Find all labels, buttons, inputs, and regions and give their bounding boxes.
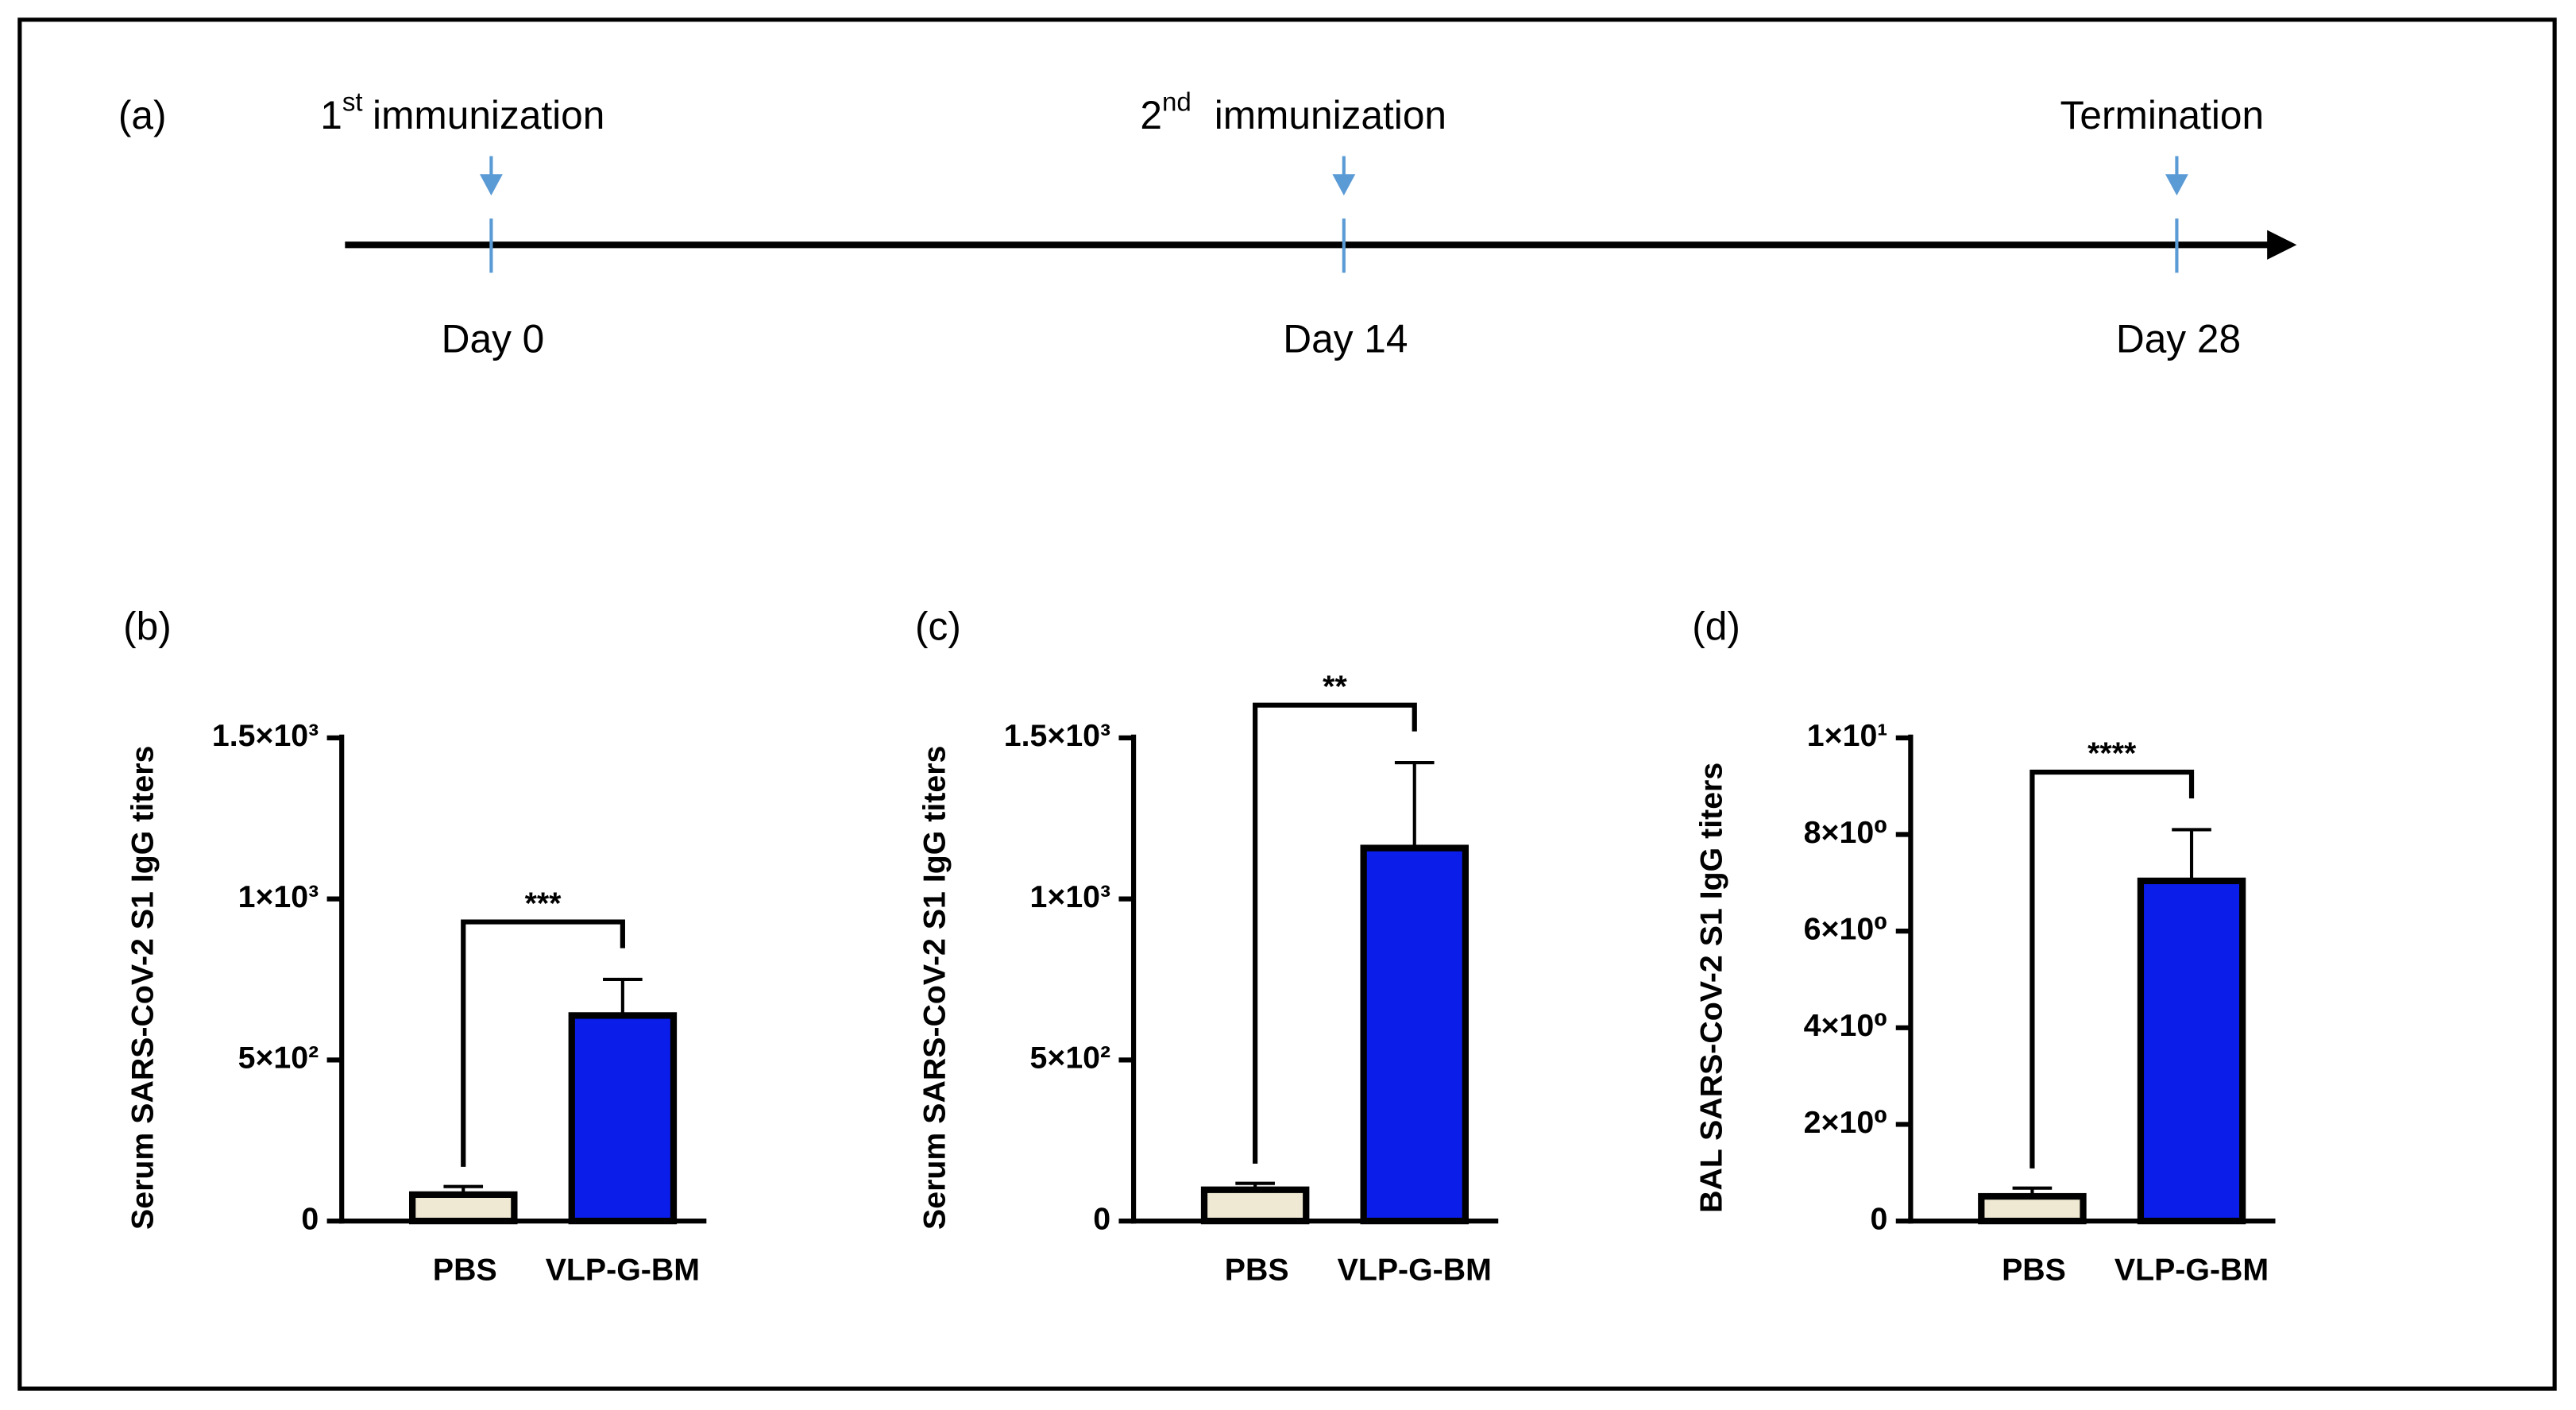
panel-label: (a) — [118, 93, 167, 137]
bar — [408, 1191, 518, 1225]
x-tick-label: VLP-G-BM — [1338, 1253, 1492, 1288]
y-tick-label: 0 — [1871, 1201, 1888, 1236]
event-arrow-head — [1332, 174, 1356, 196]
event-text: immunization — [1215, 93, 1446, 137]
y-tick-label: 6×10⁰ — [1804, 912, 1888, 947]
timeline-arrowhead — [2267, 230, 2297, 260]
significance-bracket — [1253, 702, 1417, 1164]
event-label: Termination — [2060, 93, 2264, 137]
significance-bracket — [461, 919, 625, 1167]
x-tick-label: PBS — [1225, 1253, 1289, 1288]
bar — [2137, 877, 2246, 1225]
panel-label: (b) — [123, 604, 172, 648]
bar — [1360, 844, 1470, 1225]
y-tick-label: 1×10³ — [1030, 879, 1111, 914]
y-tick-label: 0 — [301, 1201, 319, 1236]
y-tick-label: 5×10² — [1030, 1041, 1111, 1076]
event-text: immunization — [373, 93, 604, 137]
x-tick-label: VLP-G-BM — [2114, 1253, 2269, 1288]
y-tick-label: 4×10⁰ — [1804, 1008, 1888, 1043]
day-label: Day 14 — [1283, 316, 1408, 361]
y-tick-label: 8×10⁰ — [1804, 815, 1888, 850]
significance-label: *** — [525, 886, 562, 921]
event-arrow-head — [479, 174, 503, 196]
bar — [568, 1012, 678, 1225]
y-tick-label: 2×10⁰ — [1804, 1105, 1888, 1140]
y-tick-label: 1.5×10³ — [212, 718, 319, 753]
significance-label: **** — [2087, 736, 2137, 771]
event-number: 2 — [1140, 93, 1162, 137]
day-label: Day 28 — [2116, 316, 2241, 361]
y-tick-label: 1×10³ — [238, 879, 319, 914]
event-number: 1 — [320, 93, 342, 137]
bar — [1200, 1186, 1310, 1225]
y-axis-label: Serum SARS-CoV-2 S1 IgG titers — [917, 746, 952, 1230]
significance-label: ** — [1323, 669, 1347, 704]
y-tick-label: 5×10² — [238, 1041, 319, 1076]
event-arrow-head — [2165, 174, 2188, 196]
y-axis-label: Serum SARS-CoV-2 S1 IgG titers — [125, 746, 160, 1230]
event-suffix: nd — [1162, 87, 1191, 117]
y-tick-label: 1.5×10³ — [1004, 718, 1110, 753]
panel-label: (d) — [1692, 604, 1740, 648]
day-label: Day 0 — [442, 316, 545, 361]
x-tick-label: PBS — [433, 1253, 497, 1288]
event-suffix: st — [342, 87, 363, 117]
x-tick-label: VLP-G-BM — [546, 1253, 700, 1288]
x-tick-label: PBS — [2002, 1253, 2066, 1288]
y-axis-label: BAL SARS-CoV-2 S1 IgG titers — [1694, 763, 1729, 1213]
event-label: 2nd immunization — [1140, 87, 1446, 137]
event-label: 1st immunization — [320, 87, 604, 137]
panel-label: (c) — [915, 604, 961, 648]
bar — [1978, 1192, 2087, 1225]
y-tick-label: 1×10¹ — [1807, 718, 1888, 753]
y-tick-label: 0 — [1093, 1201, 1110, 1236]
significance-bracket — [2030, 769, 2195, 1169]
